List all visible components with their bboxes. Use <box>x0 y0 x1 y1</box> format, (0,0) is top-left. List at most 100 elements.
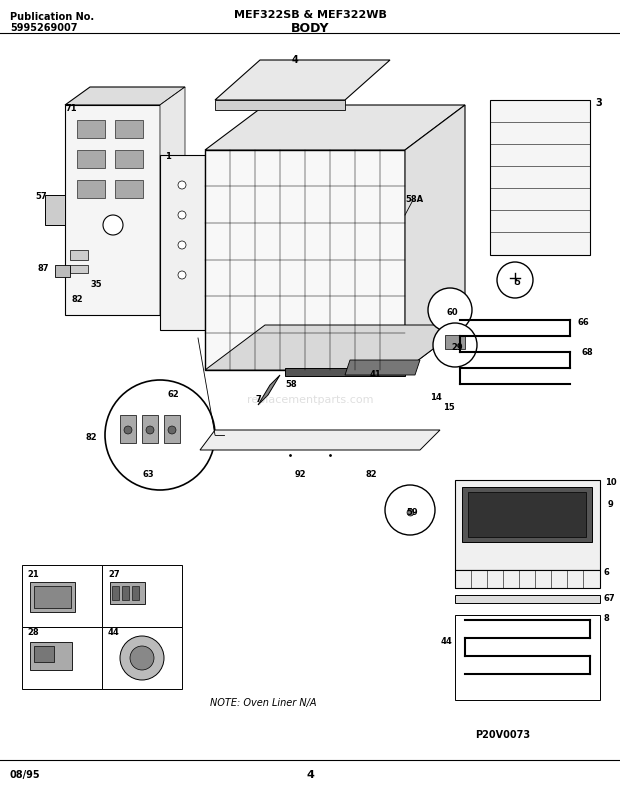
Bar <box>65 105 160 315</box>
Circle shape <box>178 211 186 219</box>
Polygon shape <box>160 87 185 315</box>
Polygon shape <box>345 360 420 375</box>
Bar <box>120 415 136 443</box>
Polygon shape <box>205 325 465 370</box>
Bar <box>34 646 54 662</box>
Circle shape <box>178 181 186 189</box>
Text: 8: 8 <box>603 614 609 623</box>
Text: 1: 1 <box>165 152 171 161</box>
Text: 44: 44 <box>440 637 452 646</box>
Text: 27: 27 <box>108 570 120 579</box>
Text: Publication No.: Publication No. <box>10 12 94 22</box>
Circle shape <box>497 262 533 298</box>
Circle shape <box>433 323 477 367</box>
Bar <box>112 586 119 600</box>
Text: 28: 28 <box>27 628 38 637</box>
Bar <box>445 335 465 349</box>
Bar <box>115 180 143 198</box>
Text: 58: 58 <box>285 380 296 389</box>
Circle shape <box>103 215 123 235</box>
Text: 4: 4 <box>306 770 314 780</box>
Bar <box>77 120 105 138</box>
Polygon shape <box>405 105 465 370</box>
Text: 41: 41 <box>369 370 381 379</box>
Bar <box>70 265 88 273</box>
Text: 5995269007: 5995269007 <box>10 23 78 33</box>
Bar <box>468 492 586 537</box>
Text: 92: 92 <box>295 470 307 479</box>
Bar <box>455 615 600 700</box>
Polygon shape <box>258 375 280 405</box>
Circle shape <box>428 288 472 332</box>
Text: 3: 3 <box>595 98 602 108</box>
Text: 87: 87 <box>38 264 50 273</box>
Bar <box>115 150 143 168</box>
Circle shape <box>146 426 154 434</box>
Circle shape <box>105 380 215 490</box>
Circle shape <box>130 646 154 670</box>
Bar <box>455 595 600 603</box>
Polygon shape <box>65 87 185 105</box>
Text: 35: 35 <box>90 280 102 289</box>
Text: 68: 68 <box>582 348 593 357</box>
Circle shape <box>120 636 164 680</box>
Text: 21: 21 <box>27 570 38 579</box>
Text: 67: 67 <box>603 594 614 603</box>
Bar <box>110 582 145 604</box>
Bar <box>102 627 182 689</box>
Text: 9: 9 <box>608 500 614 509</box>
Text: replacementparts.com: replacementparts.com <box>247 395 373 405</box>
Bar <box>77 150 105 168</box>
Bar <box>122 586 129 600</box>
Text: 82: 82 <box>365 470 376 479</box>
Bar <box>490 100 590 255</box>
Bar <box>132 586 139 600</box>
Bar <box>455 570 600 588</box>
Text: 62: 62 <box>168 390 180 399</box>
Circle shape <box>168 426 176 434</box>
Polygon shape <box>215 60 390 100</box>
Text: 57: 57 <box>35 192 46 201</box>
Text: 10: 10 <box>605 478 617 487</box>
Text: 71: 71 <box>66 104 78 113</box>
Text: 14: 14 <box>430 393 441 402</box>
Bar <box>30 582 75 612</box>
Bar <box>142 415 158 443</box>
Bar <box>455 480 600 570</box>
Text: MEF322SB & MEF322WB: MEF322SB & MEF322WB <box>234 10 386 20</box>
Text: 7: 7 <box>255 395 261 404</box>
Text: 4: 4 <box>291 55 298 65</box>
Bar <box>205 150 405 370</box>
Bar <box>462 487 592 542</box>
Text: 15: 15 <box>443 403 454 412</box>
Text: 59: 59 <box>406 508 418 517</box>
Text: BODY: BODY <box>291 22 329 35</box>
Text: 5: 5 <box>514 278 520 287</box>
Text: 29: 29 <box>451 343 463 352</box>
Bar <box>160 155 205 330</box>
Text: 6: 6 <box>603 568 609 577</box>
Polygon shape <box>205 105 465 150</box>
Bar <box>30 642 72 670</box>
Circle shape <box>124 426 132 434</box>
Text: 58A: 58A <box>405 195 423 204</box>
Bar <box>22 627 102 689</box>
Bar <box>70 250 88 260</box>
Bar <box>34 586 71 608</box>
Text: 82: 82 <box>72 295 84 304</box>
Bar <box>102 565 182 627</box>
Polygon shape <box>200 430 440 450</box>
Circle shape <box>178 271 186 279</box>
Text: 60: 60 <box>446 308 458 317</box>
Circle shape <box>178 241 186 249</box>
Bar <box>55 265 70 277</box>
Bar <box>45 195 65 225</box>
Bar <box>164 415 180 443</box>
Text: P20V0073: P20V0073 <box>475 730 530 740</box>
Text: 82: 82 <box>86 433 97 442</box>
Text: 44: 44 <box>108 628 120 637</box>
Text: 66: 66 <box>578 318 590 327</box>
Bar <box>285 368 405 376</box>
Text: 08/95: 08/95 <box>10 770 41 780</box>
Bar <box>115 120 143 138</box>
